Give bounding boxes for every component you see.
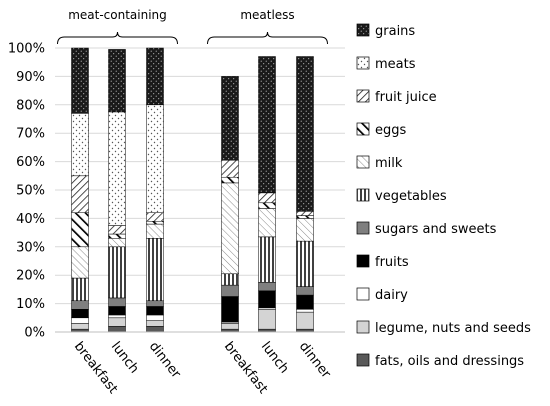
legend-swatch	[356, 353, 370, 367]
bar-segment	[146, 104, 164, 213]
bar-segment	[146, 47, 164, 106]
y-tick-label: 20%	[16, 269, 45, 284]
y-tick-label: 90%	[16, 70, 45, 85]
y-tick-label: 30%	[16, 240, 45, 255]
y-tick-label: 70%	[16, 127, 45, 142]
group-brace	[57, 31, 178, 45]
bar-segment	[71, 47, 89, 114]
y-tick-label: 60%	[16, 155, 45, 170]
bar-segment	[221, 182, 239, 275]
bar-segment	[108, 317, 126, 327]
bar-segment	[71, 277, 89, 302]
bar-segment	[146, 223, 164, 239]
bar-segment	[71, 113, 89, 177]
bar-segment	[296, 240, 314, 287]
legend-swatch	[356, 23, 370, 37]
bar-segment	[296, 311, 314, 330]
bar-segment	[296, 309, 314, 313]
legend-label: vegetables	[375, 189, 447, 204]
y-tick-label: 40%	[16, 212, 45, 227]
legend-label: eggs	[375, 123, 407, 138]
legend-swatch	[356, 56, 370, 70]
bar-segment	[146, 220, 164, 225]
legend-swatch	[356, 89, 370, 103]
bar-segment	[146, 300, 164, 307]
legend-swatch	[356, 254, 370, 268]
bar-segment	[146, 326, 164, 333]
bar-segment	[296, 294, 314, 310]
legend-label: grains	[375, 24, 415, 39]
legend-label: fruit juice	[375, 90, 437, 105]
bar-segment	[71, 212, 89, 248]
bar-segment	[71, 300, 89, 310]
x-tick-label: dinner	[146, 339, 184, 382]
bar-segment	[108, 326, 126, 333]
bar-segment	[221, 284, 239, 297]
x-tick-label: lunch	[108, 339, 142, 376]
legend-swatch	[356, 188, 370, 202]
bar-segment	[296, 211, 314, 216]
bar-segment	[108, 246, 126, 299]
bar-segment	[146, 306, 164, 316]
bar-segment	[258, 309, 276, 330]
x-tick-label: lunch	[258, 339, 292, 376]
bar-segment	[221, 76, 239, 161]
bar-segment	[108, 233, 126, 239]
y-tick-label: 10%	[16, 297, 45, 312]
bar-segment	[258, 56, 276, 194]
bar-segment	[146, 238, 164, 302]
bar-segment	[108, 297, 126, 307]
legend-label: sugars and sweets	[375, 222, 497, 237]
legend-label: meats	[375, 57, 416, 72]
y-tick-label: 100%	[8, 42, 45, 57]
bar-segment	[108, 49, 126, 113]
bar-segment	[221, 159, 239, 178]
bar-segment	[296, 56, 314, 212]
x-tick-label: dinner	[296, 339, 334, 382]
legend-label: milk	[375, 156, 403, 171]
legend-swatch	[356, 221, 370, 235]
group-label: meat-containing	[68, 8, 167, 22]
bar-segment	[108, 111, 126, 226]
bar-segment	[258, 202, 276, 209]
legend-label: fruits	[375, 255, 409, 270]
y-tick-label: 0%	[24, 326, 45, 341]
bar-segment	[258, 192, 276, 204]
y-tick-label: 50%	[16, 184, 45, 199]
bar-segment	[258, 208, 276, 238]
legend-swatch	[356, 155, 370, 169]
bar-segment	[71, 246, 89, 279]
bar-segment	[296, 218, 314, 242]
bar-segment	[221, 176, 239, 184]
legend-swatch	[356, 122, 370, 136]
bar-segment	[296, 215, 314, 219]
bar-segment	[71, 309, 89, 319]
legend-swatch	[356, 320, 370, 334]
bar-segment	[296, 286, 314, 296]
bar-segment	[108, 238, 126, 248]
bar-segment	[71, 323, 89, 330]
legend-label: dairy	[375, 288, 408, 303]
bar-segment	[146, 320, 164, 327]
bar-segment	[108, 306, 126, 316]
group-label: meatless	[240, 8, 294, 22]
bar-segment	[146, 314, 164, 321]
bar-segment	[221, 273, 239, 286]
bar-segment	[71, 175, 89, 213]
legend-label: fats, oils and dressings	[375, 354, 524, 369]
bar-segment	[258, 290, 276, 309]
y-tick-label: 80%	[16, 98, 45, 113]
legend-label: legume, nuts and seeds	[375, 321, 531, 336]
legend-swatch	[356, 287, 370, 301]
bar-segment	[258, 236, 276, 283]
bar-segment	[71, 317, 89, 324]
bar-segment	[108, 314, 126, 319]
group-brace	[207, 31, 328, 45]
bar-segment	[221, 296, 239, 323]
bar-segment	[146, 212, 164, 222]
bar-segment	[258, 282, 276, 292]
bar-segment	[221, 323, 239, 330]
bar-segment	[108, 225, 126, 235]
